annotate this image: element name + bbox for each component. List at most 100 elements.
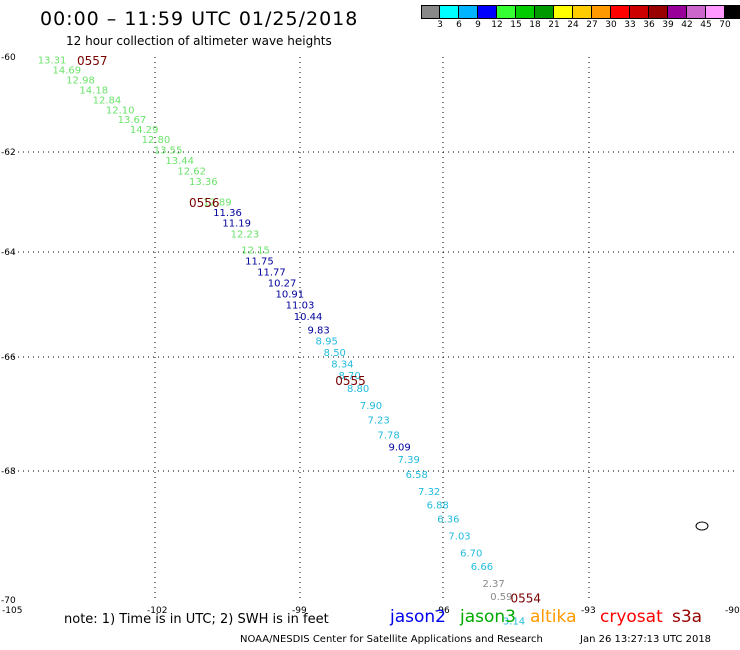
- data-point-label: 12.23: [231, 230, 260, 241]
- legend-swatch: [421, 5, 440, 19]
- satellite-jason3: jason3: [460, 607, 516, 627]
- data-point-label: 2.37: [482, 579, 504, 590]
- legend-swatch: [630, 5, 649, 19]
- legend-swatch: [592, 5, 611, 19]
- track-time-label: 0554: [510, 591, 541, 605]
- legend-swatch: [459, 5, 478, 19]
- legend-label: 39: [662, 20, 674, 30]
- data-point-label: 3.14: [503, 617, 525, 628]
- legend-label: 42: [681, 20, 693, 30]
- data-point-label: 10.91: [276, 289, 305, 300]
- lon-tick-label: -90: [725, 606, 740, 616]
- lon-tick-label: -102: [147, 606, 167, 616]
- data-point-label: 7.32: [418, 487, 440, 498]
- page-title: 00:00 – 11:59 UTC 01/25/2018: [40, 8, 359, 30]
- track-time-label: 0557: [77, 54, 108, 68]
- data-point-label: 7.03: [448, 532, 470, 543]
- lat-tick-label: -70: [1, 596, 16, 606]
- generation-timestamp: Jan 26 13:27:13 UTC 2018: [580, 634, 712, 645]
- data-point-label: 7.23: [368, 416, 390, 427]
- data-point-label: 11.75: [245, 256, 274, 267]
- data-point-label: 13.44: [165, 156, 194, 167]
- legend-labels: 3 6 9 12 15 18 21 24 27 30 33 36 39 42 45 70: [421, 19, 740, 31]
- legend-swatches: [421, 5, 740, 19]
- data-point-label: 12.98: [66, 75, 95, 86]
- data-point-label: 11.36: [213, 208, 242, 219]
- legend-swatch: [611, 5, 630, 19]
- legend-label: 27: [586, 20, 598, 30]
- data-point-label: 0.59: [490, 592, 512, 603]
- lat-tick-label: -60: [1, 53, 16, 63]
- satellite-jason2: jason2: [390, 607, 446, 627]
- legend-swatch: [649, 5, 668, 19]
- data-point-label: 11.77: [257, 267, 286, 278]
- legend-label: 12: [491, 20, 503, 30]
- legend-label: 33: [624, 20, 636, 30]
- track-time-label: 0555: [335, 374, 366, 388]
- legend-label: 45: [700, 20, 712, 30]
- satellite-cryosat: cryosat: [600, 607, 663, 627]
- data-point-label: 6.36: [437, 515, 459, 526]
- lat-tick-label: -68: [1, 467, 16, 477]
- legend-label: 36: [643, 20, 655, 30]
- data-point-label: 8.70: [338, 371, 360, 382]
- data-point-label: 12.62: [177, 167, 206, 178]
- credit-text: NOAA/NESDIS Center for Satellite Applica…: [240, 634, 543, 645]
- data-point-label: 13.36: [189, 177, 218, 188]
- legend-units: (ft): [729, 6, 740, 16]
- data-point-label: 8.34: [331, 359, 353, 370]
- data-point-label: 10.44: [294, 312, 323, 323]
- lat-tick-label: -64: [1, 248, 16, 258]
- data-point-label: 13.31: [38, 55, 67, 66]
- data-point-label: 12.84: [93, 95, 122, 106]
- lat-tick-label: -66: [1, 353, 16, 363]
- legend-swatch: [706, 5, 725, 19]
- legend-swatch: [535, 5, 554, 19]
- data-point-label: 7.78: [378, 431, 400, 442]
- data-point-label: 6.66: [471, 562, 493, 573]
- legend-swatch: [573, 5, 592, 19]
- legend-swatch: [725, 5, 740, 19]
- legend-label: 3: [437, 20, 443, 30]
- legend-label: 24: [567, 20, 579, 30]
- data-point-label: 11.19: [222, 219, 251, 230]
- data-point-label: 12.10: [106, 105, 135, 116]
- data-point-label: 14.18: [79, 85, 108, 96]
- legend-swatch: [440, 5, 459, 19]
- footer-note: note: 1) Time is in UTC; 2) SWH is in fe…: [64, 612, 329, 627]
- legend-swatch: [687, 5, 706, 19]
- legend-swatch: [497, 5, 516, 19]
- data-point-label: 12.80: [142, 135, 171, 146]
- data-point-label: 6.88: [427, 501, 449, 512]
- data-point-label: 7.90: [360, 401, 382, 412]
- data-point-label: 10.27: [268, 278, 297, 289]
- satellite-s3a: s3a: [672, 607, 703, 627]
- island-outline: [695, 521, 709, 531]
- legend-label: 15: [510, 20, 522, 30]
- legend-label: 30: [605, 20, 617, 30]
- data-point-label: 14.29: [130, 125, 159, 136]
- data-point-label: 9.09: [388, 442, 410, 453]
- data-point-label: 13.67: [118, 115, 147, 126]
- data-point-label: 6.70: [460, 548, 482, 559]
- data-point-label: 13.55: [154, 146, 183, 157]
- legend-swatch: [478, 5, 497, 19]
- legend-swatch: [516, 5, 535, 19]
- lon-tick-label: -93: [581, 606, 596, 616]
- legend-label: 70: [719, 20, 731, 30]
- data-point-label: 12.89: [203, 198, 232, 209]
- legend-swatch: [668, 5, 687, 19]
- data-point-label: 8.95: [316, 337, 338, 348]
- data-point-label: 14.69: [52, 65, 81, 76]
- legend-label: 18: [529, 20, 541, 30]
- lon-tick-label: -105: [2, 606, 22, 616]
- legend-swatch: [554, 5, 573, 19]
- legend-label: 6: [456, 20, 462, 30]
- lon-tick-label: -96: [435, 606, 450, 616]
- data-point-label: 6.58: [406, 470, 428, 481]
- page-subtitle: 12 hour collection of altimeter wave hei…: [66, 34, 332, 48]
- legend-label: 21: [548, 20, 560, 30]
